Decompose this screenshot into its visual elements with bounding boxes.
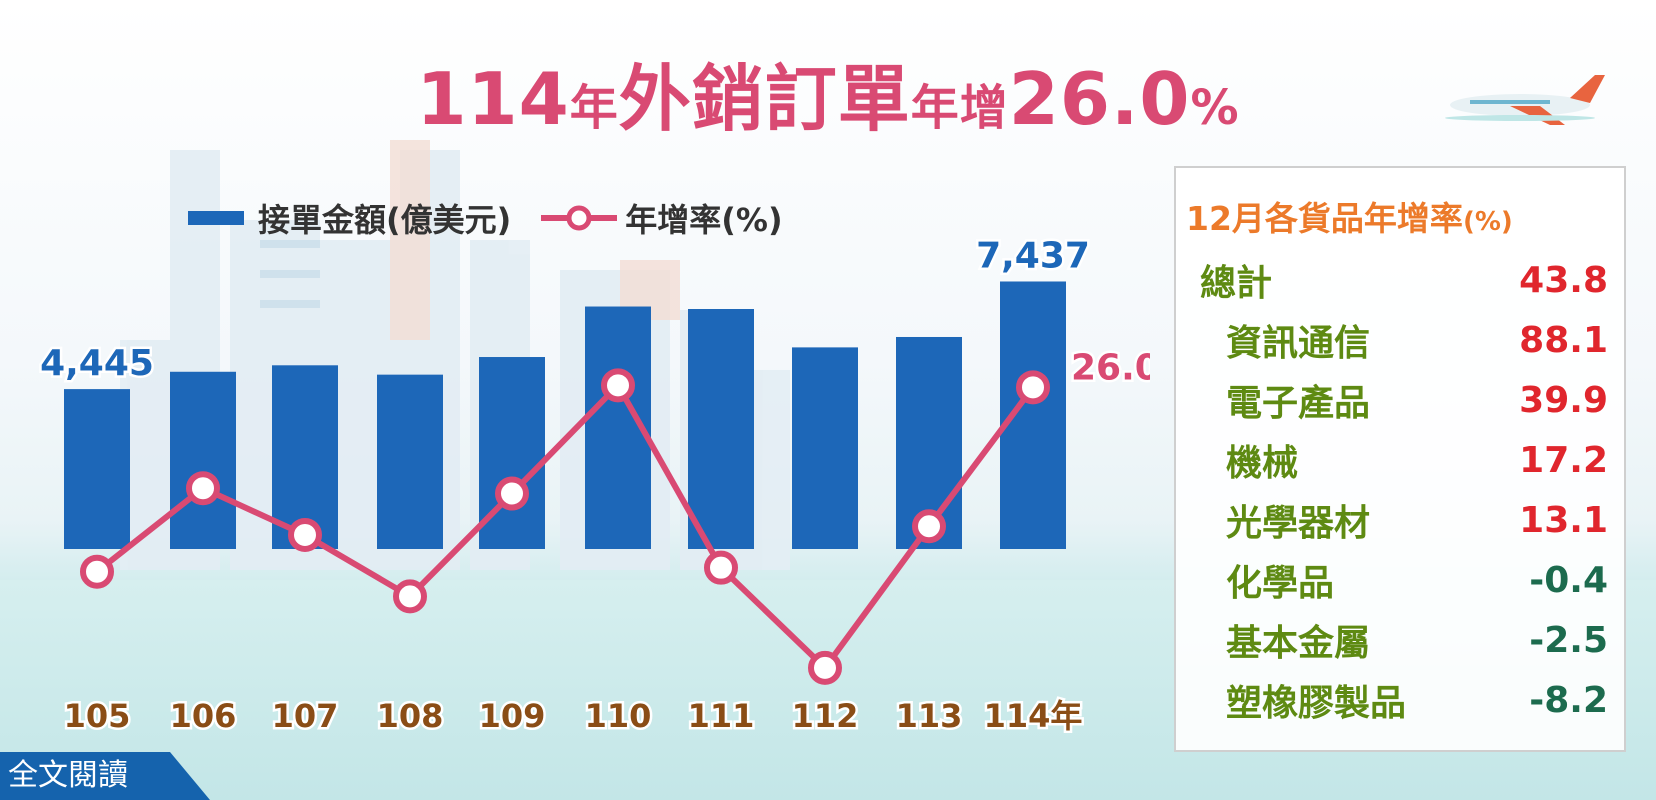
legend-line-swatch (541, 205, 618, 231)
page-title: 114年外銷訂單年增26.0% (416, 57, 1240, 141)
panel-row: 資訊通信 88.1 (1176, 310, 1624, 370)
chart-legend: 接單金額(億美元) 年增率(%) (188, 195, 783, 241)
growth-point (186, 471, 220, 506)
product-growth-value: -0.4 (1529, 559, 1608, 601)
product-name: 光學器材 (1226, 503, 1371, 544)
x-tick-label: 114年 (984, 697, 1083, 735)
growth-point (808, 650, 842, 685)
product-growth-value: 39.9 (1519, 379, 1608, 421)
product-growth-value: 43.8 (1519, 259, 1608, 301)
growth-point (80, 554, 114, 589)
growth-line (95, 382, 1036, 671)
panel-row: 塑橡膠製品 -8.2 (1176, 670, 1624, 730)
product-name: 總計 (1200, 263, 1273, 304)
legend-bar-label: 接單金額(億美元) (258, 201, 512, 239)
product-growth-value: -2.5 (1529, 619, 1608, 661)
chart: 105 106 107 108 109 110 111 112 113 114年 4,445 7,43… (40, 235, 1150, 735)
product-growth-value: 13.1 (1519, 499, 1608, 541)
x-tick-label: 109 (479, 697, 546, 735)
legend-line-label: 年增率(%) (625, 201, 783, 239)
x-tick-label: 111 (688, 697, 755, 735)
x-tick-label: 112 (792, 697, 859, 735)
panel-row: 機械 17.2 (1176, 430, 1624, 490)
data-label: 7,437 (976, 235, 1090, 276)
legend-bar-swatch (188, 211, 244, 225)
x-tick-label: 107 (272, 697, 339, 735)
bar (688, 309, 754, 549)
growth-point (704, 550, 738, 585)
product-name: 基本金屬 (1226, 623, 1371, 664)
product-growth-value: -8.2 (1529, 679, 1608, 721)
x-tick-label: 106 (170, 697, 237, 735)
growth-point (601, 368, 635, 403)
product-name: 資訊通信 (1226, 323, 1371, 364)
growth-point (393, 579, 427, 614)
panel-row: 基本金屬 -2.5 (1176, 610, 1624, 670)
growth-point (912, 509, 946, 544)
product-name: 電子產品 (1226, 383, 1371, 424)
panel-row: 總計 43.8 (1176, 250, 1624, 310)
growth-point (1016, 370, 1050, 405)
product-name: 塑橡膠製品 (1226, 683, 1407, 724)
airplane-icon (1445, 75, 1605, 125)
product-growth-value: 88.1 (1519, 319, 1608, 361)
x-tick-label: 105 (64, 697, 131, 735)
growth-point (288, 517, 322, 552)
growth-point (495, 476, 529, 511)
product-name: 化學品 (1226, 563, 1335, 604)
bar (792, 347, 858, 549)
data-label: 26.0 (1071, 347, 1150, 388)
read-full-text-button[interactable]: 全文閱讀 (0, 752, 210, 800)
x-tick-label: 110 (585, 697, 652, 735)
x-tick-label: 113 (896, 697, 963, 735)
product-name: 機械 (1226, 443, 1299, 484)
x-tick-label: 108 (377, 697, 444, 735)
data-label: 4,445 (40, 343, 154, 384)
panel-row: 電子產品 39.9 (1176, 370, 1624, 430)
bar (170, 371, 236, 549)
product-growth-panel: 12月各貨品年增率(%) 總計 43.8 資訊通信 88.1 電子產品 39.9 機械 17.… (1174, 166, 1626, 752)
panel-title: 12月各貨品年增率(%) (1186, 199, 1513, 238)
product-growth-value: 17.2 (1519, 439, 1608, 481)
panel-row: 光學器材 13.1 (1176, 490, 1624, 550)
bar (64, 389, 130, 549)
panel-row: 化學品 -0.4 (1176, 550, 1624, 610)
bar (377, 374, 443, 549)
